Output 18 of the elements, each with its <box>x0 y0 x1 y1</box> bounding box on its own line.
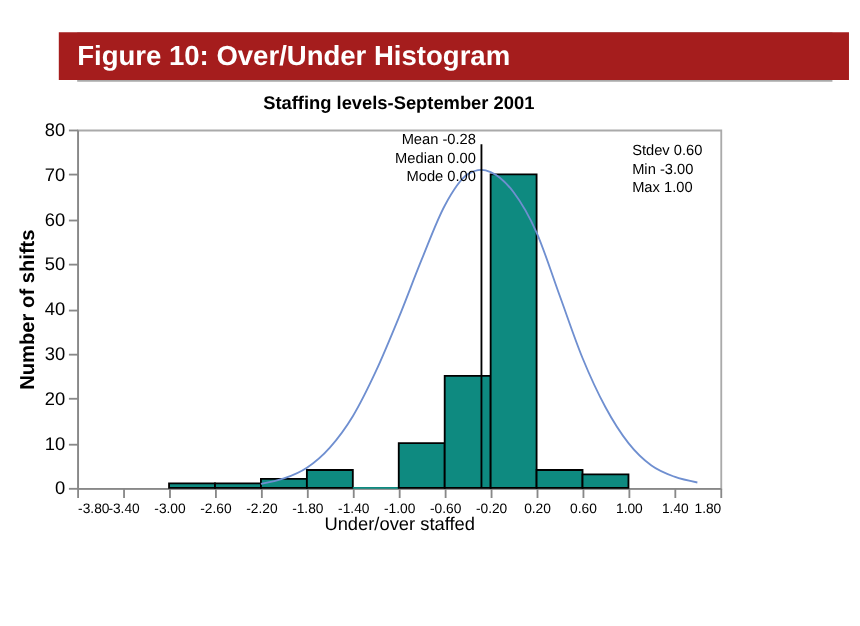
y-tick-label: 10 <box>44 433 66 454</box>
x-axis-title: Under/over staffed <box>324 514 475 535</box>
annotation: Max 1.00 <box>632 178 693 197</box>
y-axis-title: Number of shifts <box>17 228 40 390</box>
annotation: Min -3.00 <box>632 159 694 178</box>
y-tick-label: 30 <box>44 343 66 364</box>
annotation: Stdev 0.60 <box>632 141 703 160</box>
y-tick-label: 80 <box>44 119 66 140</box>
y-tick-label: 0 <box>55 478 66 499</box>
annotation: Median 0.00 <box>395 148 476 167</box>
y-tick-label: 20 <box>44 388 66 409</box>
annotation: Mean -0.28 <box>401 130 476 149</box>
y-tick-label: 50 <box>44 254 66 275</box>
chart-title: Figure 10: Over/Under Histogram <box>77 41 511 72</box>
chart-subtitle: Staffing levels-September 2001 <box>263 93 535 114</box>
y-tick-label: 60 <box>44 209 66 230</box>
y-tick-label: 70 <box>44 164 66 185</box>
y-tick-label: 40 <box>44 299 66 320</box>
